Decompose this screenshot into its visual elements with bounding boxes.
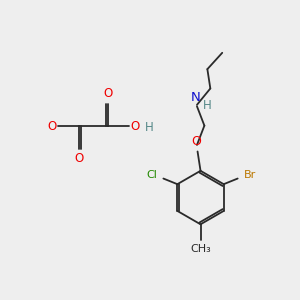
- Text: O: O: [47, 120, 56, 133]
- Text: O: O: [191, 135, 201, 148]
- Text: H: H: [145, 121, 153, 134]
- Text: Br: Br: [244, 170, 256, 180]
- Text: O: O: [74, 152, 83, 165]
- Text: O: O: [104, 87, 113, 100]
- Text: H: H: [203, 99, 212, 112]
- Text: N: N: [190, 91, 200, 104]
- Text: CH₃: CH₃: [190, 244, 211, 254]
- Text: Cl: Cl: [147, 170, 158, 180]
- Text: O: O: [131, 120, 140, 133]
